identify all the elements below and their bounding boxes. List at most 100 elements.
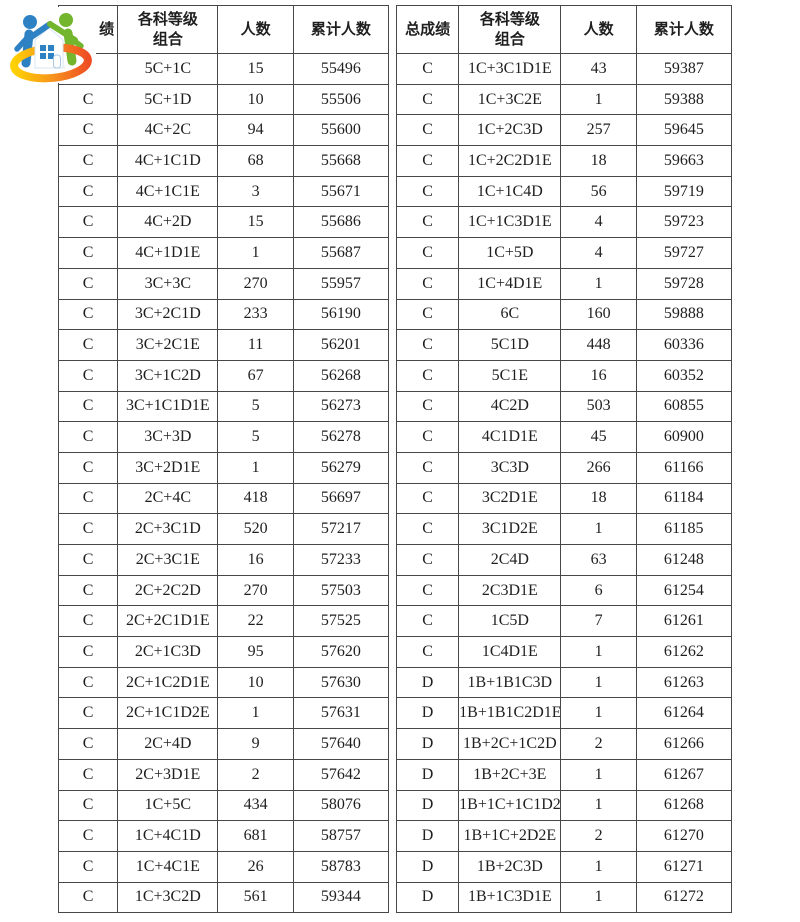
cumulative-cell: 57642: [292, 758, 390, 791]
cumulative-cell: 57233: [292, 544, 390, 576]
table-row: D 1B+2C+1C2D 2 61266: [395, 728, 733, 760]
combo-cell: 2C+3D1E: [117, 758, 219, 791]
combo-cell: 2C4D: [458, 544, 562, 576]
table-row: C 1C+3C2D 561 59344: [57, 881, 390, 914]
grade-cell: C: [395, 114, 460, 147]
combo-cell: 4C+1C1E: [117, 175, 219, 208]
grade-cell: C: [57, 237, 119, 269]
count-cell: 1: [217, 451, 294, 484]
combo-cell: 5C+1D: [117, 83, 219, 116]
table-row: C 2C+3C1D 520 57217: [57, 513, 390, 545]
table-row: C 1C+4D1E 1 59728: [395, 267, 733, 300]
grade-cell: C: [57, 390, 119, 423]
cumulative-cell: 61263: [635, 666, 733, 699]
table-row: C 1C+5D 4 59727: [395, 237, 733, 269]
combo-cell: 3C2D1E: [458, 482, 562, 515]
cumulative-cell: 55686: [292, 206, 390, 239]
table-row: C 5C1D 448 60336: [395, 329, 733, 361]
grade-cell: C: [57, 850, 119, 883]
cumulative-cell: 59719: [635, 175, 733, 208]
count-cell: 257: [560, 114, 637, 147]
cumulative-cell: 61261: [635, 605, 733, 638]
table-row: C 2C+3C1E 16 57233: [57, 544, 390, 576]
count-cell: 63: [560, 544, 637, 576]
grade-cell: C: [57, 697, 119, 730]
grade-cell: D: [395, 850, 460, 883]
grade-cell: C: [57, 574, 119, 607]
combo-cell: 5C1D: [458, 329, 562, 361]
table-row: D 1B+1C+1C1D2E 1 61268: [395, 789, 733, 822]
count-cell: 9: [217, 728, 294, 760]
count-cell: 418: [217, 482, 294, 515]
count-cell: 2: [560, 820, 637, 852]
combo-cell: 1C+3C2D: [117, 881, 219, 914]
grade-cell: C: [395, 237, 460, 269]
grade-cell: C: [57, 359, 119, 392]
cumulative-cell: 56278: [292, 421, 390, 453]
table-row: C 3C+2C1E 11 56201: [57, 329, 390, 361]
cumulative-cell: 61248: [635, 544, 733, 576]
count-cell: 67: [217, 359, 294, 392]
cumulative-cell: 60352: [635, 359, 733, 392]
combo-cell: 2C+4D: [117, 728, 219, 760]
cumulative-cell: 59344: [292, 881, 390, 914]
combo-cell: 3C+1C1D1E: [117, 390, 219, 423]
cumulative-cell: 59645: [635, 114, 733, 147]
table-row: 5C+1C 15 55496: [57, 53, 390, 85]
count-cell: 10: [217, 666, 294, 699]
count-cell: 16: [217, 544, 294, 576]
grade-cell: C: [395, 206, 460, 239]
grade-cell: C: [57, 114, 119, 147]
table-row: C 1C+5C 434 58076: [57, 789, 390, 822]
grade-cell: C: [57, 820, 119, 852]
table-row: C 2C+4C 418 56697: [57, 482, 390, 515]
grade-cell: C: [395, 359, 460, 392]
count-cell: 681: [217, 820, 294, 852]
table-row: C 3C3D 266 61166: [395, 451, 733, 484]
combo-cell: 2C+1C2D1E: [117, 666, 219, 699]
table-row: C 4C+2D 15 55686: [57, 206, 390, 239]
cumulative-cell: 61271: [635, 850, 733, 883]
table-row: D 1B+1B1C3D 1 61263: [395, 666, 733, 699]
cumulative-cell: 60336: [635, 329, 733, 361]
combo-cell: 3C+2C1E: [117, 329, 219, 361]
cumulative-cell: 57620: [292, 636, 390, 668]
cumulative-cell: 56697: [292, 482, 390, 515]
table-row: D 1B+1C+2D2E 2 61270: [395, 820, 733, 852]
grade-cell: C: [395, 267, 460, 300]
family-house-logo-icon: [10, 13, 92, 83]
cumulative-cell: 56201: [292, 329, 390, 361]
table-row: D 1B+2C+3E 1 61267: [395, 758, 733, 791]
grade-cell: C: [395, 298, 460, 331]
count-cell: 4: [560, 237, 637, 269]
cumulative-cell: 59388: [635, 83, 733, 116]
table-row: C 2C+4D 9 57640: [57, 728, 390, 760]
grade-cell: D: [395, 666, 460, 699]
cumulative-cell: 57631: [292, 697, 390, 730]
table-row: C 4C1D1E 45 60900: [395, 421, 733, 453]
combo-cell: 3C+3C: [117, 267, 219, 300]
table-row: C 3C+3D 5 56278: [57, 421, 390, 453]
combo-cell: 1B+2C+3E: [458, 758, 562, 791]
combo-cell: 4C+1D1E: [117, 237, 219, 269]
combo-cell: 1C+4D1E: [458, 267, 562, 300]
combo-cell: 2C+3C1D: [117, 513, 219, 545]
count-cell: 448: [560, 329, 637, 361]
table-row: C 3C+2D1E 1 56279: [57, 451, 390, 484]
grade-cell: C: [57, 758, 119, 791]
table-row: C 1C+3C2E 1 59388: [395, 83, 733, 116]
combo-cell: 4C+1C1D: [117, 145, 219, 177]
cumulative-cell: 61264: [635, 697, 733, 730]
count-cell: 22: [217, 605, 294, 638]
table-row: C 2C+3D1E 2 57642: [57, 758, 390, 791]
grade-cell: D: [395, 697, 460, 730]
table-row: C 1C+4C1E 26 58783: [57, 850, 390, 883]
combo-cell: 1B+1C3D1E: [458, 881, 562, 914]
combo-cell: 1C+2C2D1E: [458, 145, 562, 177]
grade-cell: C: [395, 53, 460, 85]
combo-cell: 3C+2C1D: [117, 298, 219, 331]
header-count: 人数: [217, 5, 294, 54]
combo-cell: 1C+4C1D: [117, 820, 219, 852]
combo-cell: 1B+1C+2D2E: [458, 820, 562, 852]
